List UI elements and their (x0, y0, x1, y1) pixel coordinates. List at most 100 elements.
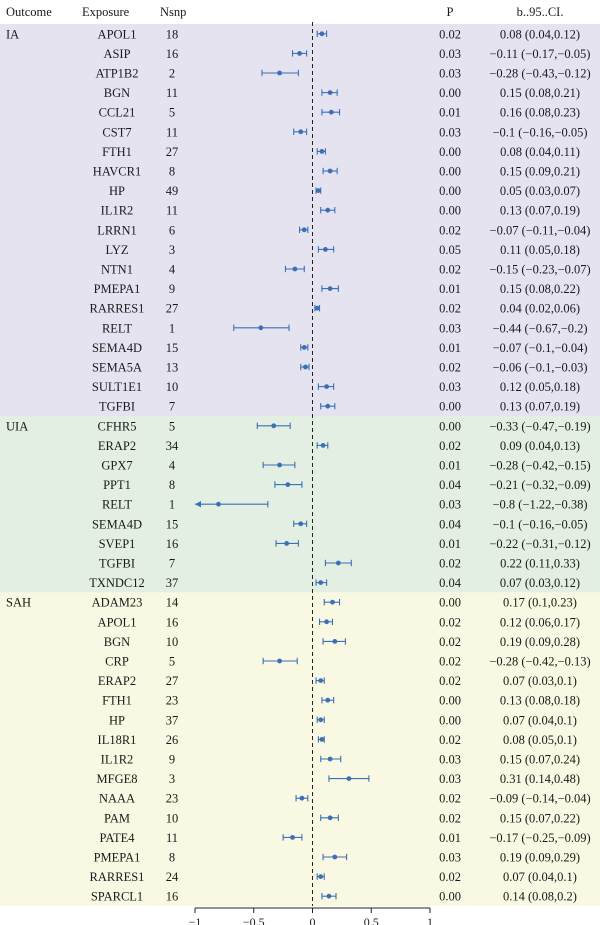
exposure-label: ADAM23 (92, 596, 143, 610)
p-value-label: 0.00 (439, 713, 461, 727)
estimate-point (335, 560, 341, 566)
exposure-label: NAAA (99, 792, 135, 806)
group-band-ia (0, 24, 600, 416)
ci-label: −0.28 (−0.42,−0.13) (489, 655, 590, 669)
exposure-label: LYZ (105, 243, 128, 257)
estimate-point (330, 599, 335, 605)
nsnp-label: 1 (169, 498, 175, 512)
estimate-point (320, 443, 326, 448)
exposure-label: ERAP2 (98, 674, 136, 688)
p-value-label: 0.02 (439, 870, 461, 884)
ci-label: 0.07 (0.03,0.1) (503, 674, 577, 688)
ci-label: 0.15 (0.08,0.21) (500, 86, 580, 100)
p-value-label: 0.02 (439, 361, 461, 375)
p-value-label: 0.02 (439, 557, 461, 571)
estimate-point (327, 815, 333, 821)
exposure-label: APOL1 (98, 27, 137, 41)
estimate-point (301, 227, 307, 233)
estimate-point (319, 737, 325, 742)
exposure-label: HP (109, 713, 125, 727)
nsnp-label: 10 (166, 380, 179, 394)
p-value-label: 0.01 (439, 459, 461, 473)
p-value-label: 0.05 (439, 243, 461, 257)
estimate-point (277, 658, 282, 664)
p-value-label: 0.02 (439, 27, 461, 41)
ci-label: 0.15 (0.07,0.22) (500, 811, 580, 825)
exposure-label: ATP1B2 (95, 67, 138, 81)
estimate-point (325, 207, 331, 213)
estimate-point (319, 31, 325, 37)
exposure-label: PPT1 (103, 478, 131, 492)
estimate-point (271, 423, 277, 429)
exposure-label: SEMA5A (92, 361, 142, 375)
p-value-label: 0.02 (439, 792, 461, 806)
estimate-point (326, 893, 332, 899)
nsnp-label: 7 (169, 557, 175, 571)
exposure-label: CCL21 (99, 106, 136, 120)
p-value-label: 0.02 (439, 302, 461, 316)
p-value-label: 0.04 (439, 478, 462, 492)
p-value-label: 0.00 (439, 419, 461, 433)
estimate-point (327, 286, 333, 291)
p-value-label: 0.02 (439, 655, 461, 669)
header-nsnp: Nsnp (160, 5, 186, 19)
ci-label: −0.44 (−0.67,−0.2) (492, 321, 587, 335)
estimate-point (277, 70, 282, 76)
group-band-sah (0, 592, 600, 906)
p-value-label: 0.03 (439, 67, 461, 81)
group-label: SAH (6, 596, 31, 610)
ci-label: 0.15 (0.09,0.21) (500, 165, 580, 179)
group-bands (0, 24, 600, 906)
estimate-point (299, 795, 305, 801)
exposure-label: PMEPA1 (94, 282, 141, 296)
nsnp-label: 11 (166, 831, 178, 845)
x-tick-label: 0 (310, 915, 316, 925)
ci-label: −0.07 (−0.11,−0.04) (490, 223, 591, 237)
estimate-point (319, 149, 325, 154)
nsnp-label: 16 (166, 537, 179, 551)
exposure-label: NTN1 (101, 263, 133, 277)
nsnp-label: 7 (169, 400, 175, 414)
p-value-label: 0.00 (439, 596, 461, 610)
ci-label: 0.07 (0.04,0.1) (503, 870, 577, 884)
nsnp-label: 3 (169, 772, 175, 786)
ci-label: 0.19 (0.09,0.29) (500, 851, 580, 865)
nsnp-label: 34 (166, 439, 179, 453)
p-value-label: 0.03 (439, 47, 461, 61)
estimate-point (284, 541, 290, 546)
nsnp-label: 14 (166, 596, 179, 610)
header-p: P (447, 5, 454, 19)
ci-label: −0.28 (−0.42,−0.15) (489, 459, 590, 473)
estimate-point (303, 364, 308, 370)
nsnp-label: 23 (166, 792, 179, 806)
nsnp-label: 4 (169, 459, 176, 473)
p-value-label: 0.03 (439, 851, 461, 865)
p-value-label: 0.01 (439, 106, 461, 120)
nsnp-label: 23 (166, 694, 179, 708)
p-value-label: 0.00 (439, 694, 461, 708)
estimate-point (318, 874, 324, 879)
ci-label: 0.15 (0.07,0.24) (500, 753, 580, 767)
exposure-label: IL1R2 (101, 204, 134, 218)
p-value-label: 0.00 (439, 400, 461, 414)
exposure-label: ERAP2 (98, 439, 136, 453)
exposure-label: CRP (105, 655, 129, 669)
estimate-point (298, 129, 304, 135)
p-value-label: 0.03 (439, 753, 461, 767)
p-value-label: 0.02 (439, 733, 461, 747)
nsnp-label: 27 (166, 302, 179, 316)
x-tick-label: −1 (189, 915, 202, 925)
nsnp-label: 8 (169, 165, 175, 179)
estimate-point (314, 305, 320, 311)
nsnp-label: 8 (169, 478, 175, 492)
p-value-label: 0.01 (439, 537, 461, 551)
ci-label: −0.28 (−0.43,−0.12) (489, 67, 590, 81)
ci-label: 0.11 (0.05,0.18) (500, 243, 580, 257)
estimate-point (216, 501, 221, 507)
ci-label: −0.33 (−0.47,−0.19) (489, 419, 590, 433)
ci-label: 0.15 (0.08,0.22) (500, 282, 580, 296)
nsnp-label: 11 (166, 204, 178, 218)
estimate-point (325, 697, 331, 703)
exposure-label: SVEP1 (99, 537, 136, 551)
estimate-point (327, 756, 333, 762)
